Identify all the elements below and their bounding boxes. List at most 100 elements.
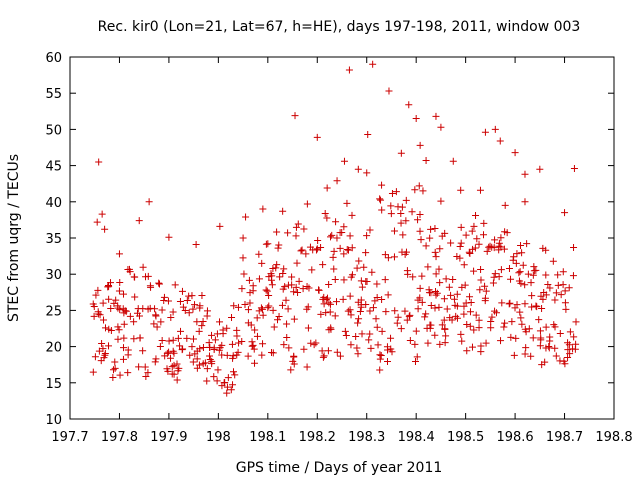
background-point	[525, 325, 533, 333]
background-point	[427, 225, 435, 233]
background-point	[282, 296, 290, 304]
background-point	[390, 253, 398, 261]
background-point	[551, 296, 559, 304]
background-point	[508, 318, 516, 326]
background-point	[130, 318, 138, 326]
background-point	[152, 355, 160, 363]
background-point	[229, 381, 237, 389]
background-point	[240, 270, 248, 278]
background-point	[357, 277, 365, 285]
background-point	[453, 253, 461, 261]
background-point	[126, 268, 134, 276]
background-point	[347, 311, 355, 319]
background-point	[119, 355, 127, 363]
background-point	[196, 304, 204, 312]
background-point	[99, 345, 107, 353]
data-point	[491, 125, 499, 133]
background-point	[165, 348, 173, 356]
background-point	[536, 342, 544, 350]
background-point	[319, 261, 327, 269]
background-point	[275, 241, 283, 249]
y-tick-label: 55	[45, 87, 62, 102]
background-point	[111, 364, 119, 372]
background-point	[258, 305, 266, 313]
background-point	[341, 327, 349, 335]
background-point	[326, 308, 334, 316]
background-point	[328, 231, 336, 239]
background-point	[269, 349, 277, 357]
background-point	[397, 325, 405, 333]
data-point	[313, 133, 321, 141]
background-point	[426, 324, 434, 332]
background-point	[343, 245, 351, 253]
data-point	[476, 186, 484, 194]
background-point	[453, 290, 461, 298]
background-point	[424, 339, 432, 347]
background-point	[157, 318, 165, 326]
background-point	[431, 331, 439, 339]
data-point	[259, 205, 267, 213]
background-point	[324, 347, 332, 355]
data-point	[397, 149, 405, 157]
background-point	[490, 244, 498, 252]
background-point	[357, 303, 365, 311]
background-point	[527, 352, 535, 360]
background-point	[109, 366, 117, 374]
background-point	[488, 313, 496, 321]
background-point	[432, 253, 440, 261]
background-point	[505, 300, 513, 308]
background-point	[373, 323, 381, 331]
chart-title: Rec. kir0 (Lon=21, Lat=67, h=HE), days 1…	[98, 19, 581, 35]
data-point	[437, 197, 445, 205]
background-point	[346, 292, 354, 300]
background-point	[373, 294, 381, 302]
background-point	[105, 295, 113, 303]
background-point	[292, 223, 300, 231]
background-point	[564, 353, 572, 361]
background-point	[355, 257, 363, 265]
background-point	[348, 271, 356, 279]
background-point	[497, 266, 505, 274]
background-point	[538, 304, 546, 312]
data-point	[392, 188, 400, 196]
background-point	[146, 282, 154, 290]
background-point	[293, 259, 301, 267]
background-point	[158, 306, 166, 314]
background-point	[500, 323, 508, 331]
background-point	[569, 345, 577, 353]
x-tick-label: 198.5	[447, 430, 484, 445]
background-point	[404, 270, 412, 278]
background-point	[446, 314, 454, 322]
background-point	[105, 342, 113, 350]
y-tick-label: 50	[45, 123, 62, 138]
y-tick-label: 40	[45, 196, 62, 211]
background-point	[169, 347, 177, 355]
background-point	[310, 341, 318, 349]
background-point	[511, 304, 519, 312]
data-point	[345, 66, 353, 74]
background-point	[274, 316, 282, 324]
background-point	[532, 302, 540, 310]
background-point	[198, 292, 206, 300]
background-point	[406, 336, 414, 344]
background-point	[438, 321, 446, 329]
background-point	[262, 240, 270, 248]
background-point	[255, 275, 263, 283]
background-point	[104, 283, 112, 291]
data-point	[378, 181, 386, 189]
background-point	[139, 347, 147, 355]
background-point	[101, 349, 109, 357]
background-point	[306, 243, 314, 251]
background-point	[440, 316, 448, 324]
background-point	[92, 291, 100, 299]
background-point	[273, 228, 281, 236]
data-point	[369, 60, 377, 68]
background-point	[263, 287, 271, 295]
background-point	[168, 363, 176, 371]
background-point	[566, 350, 574, 358]
background-point	[457, 239, 465, 247]
background-point	[322, 309, 330, 317]
background-point	[460, 302, 468, 310]
background-point	[110, 299, 118, 307]
background-point	[483, 247, 491, 255]
